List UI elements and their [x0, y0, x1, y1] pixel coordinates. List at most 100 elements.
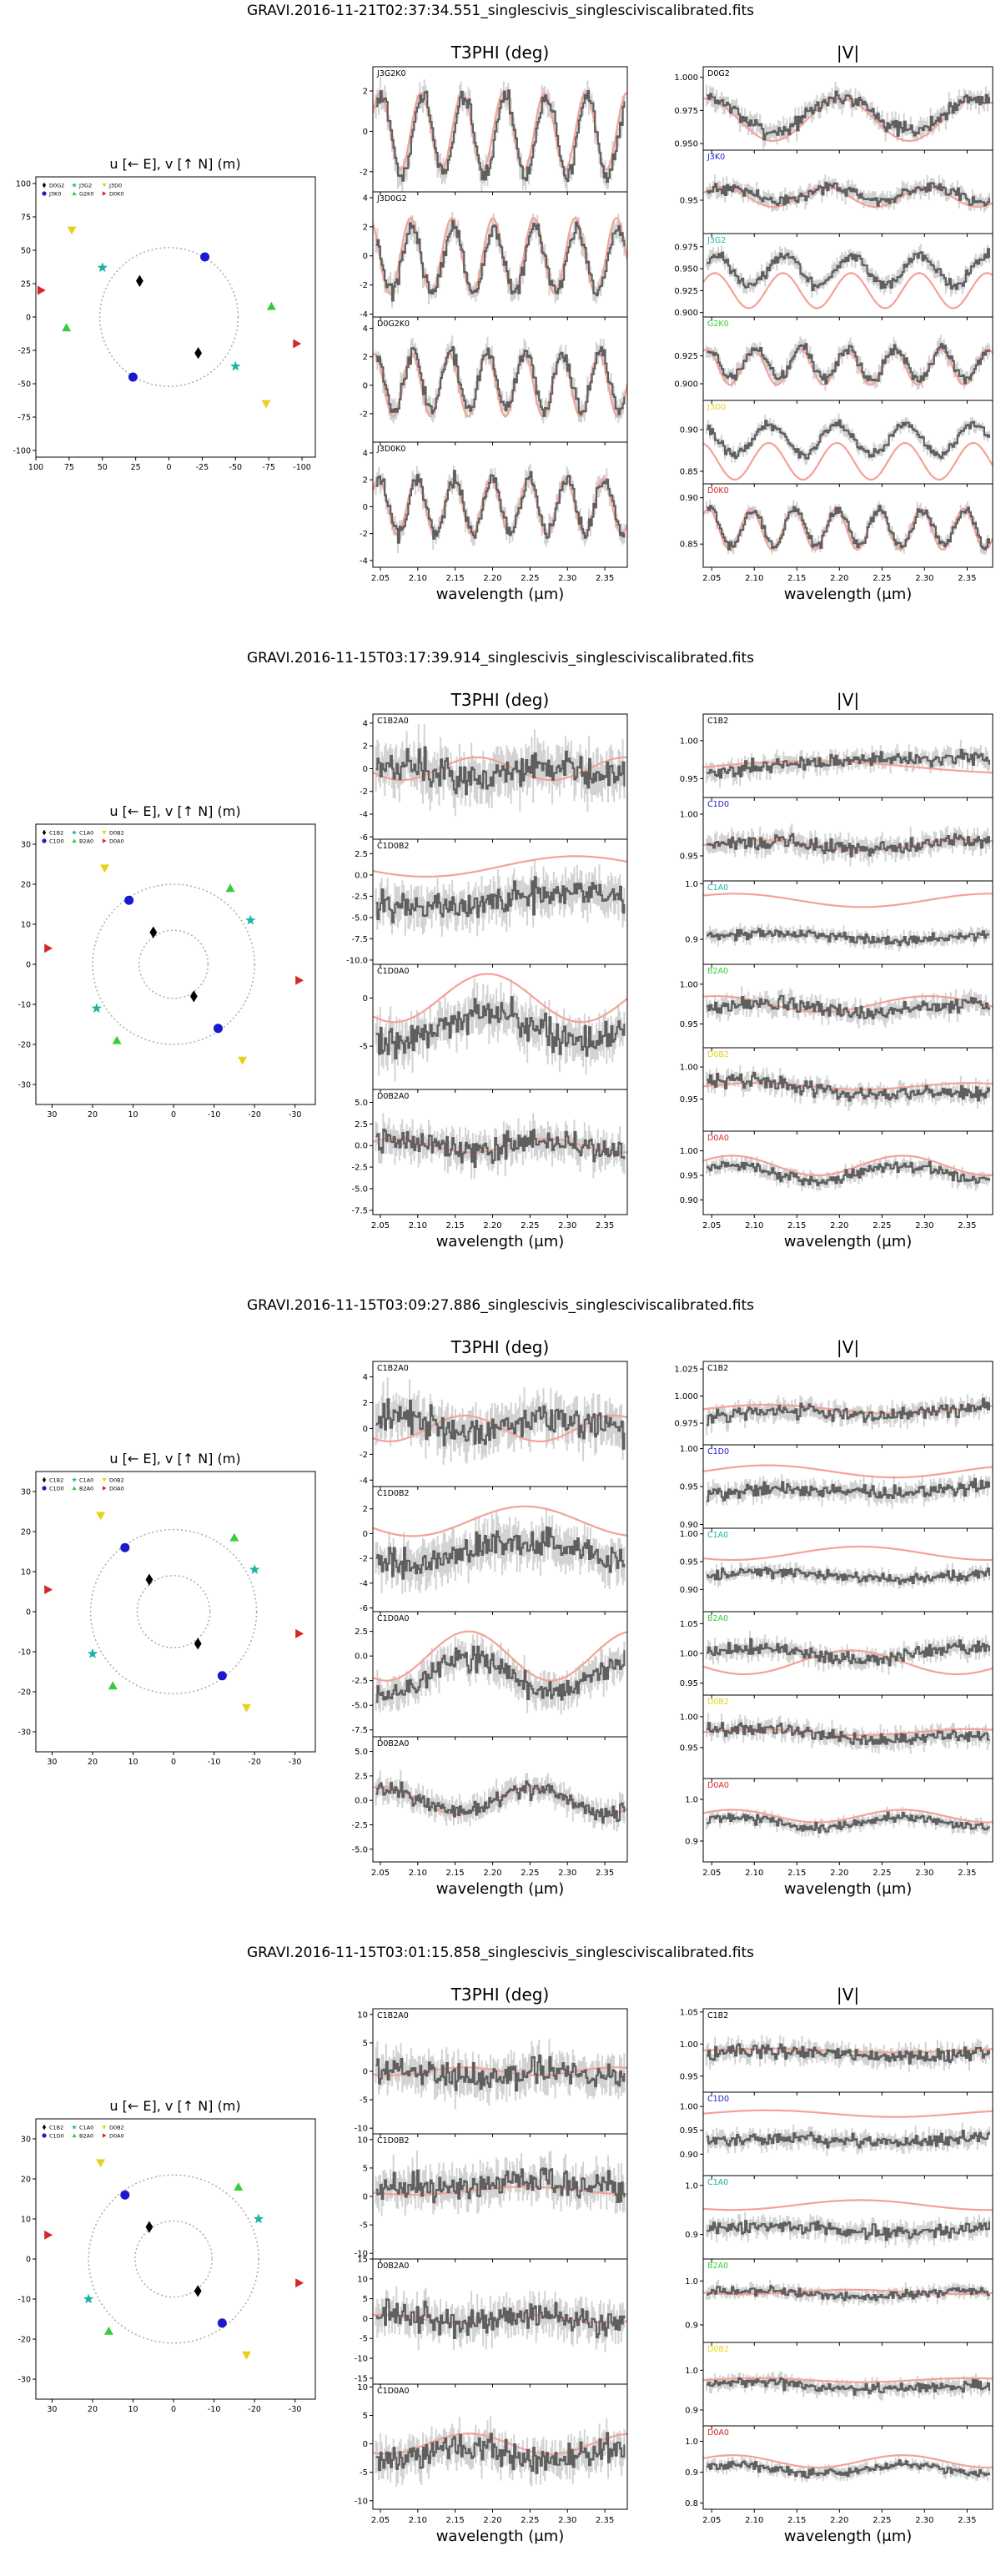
- y-tick-label: 1.0: [685, 2367, 698, 2376]
- y-tick-label: 1.00: [680, 1147, 698, 1156]
- x-tick-label: 2.15: [446, 2516, 465, 2525]
- x-tick-label: 2.10: [409, 2516, 427, 2525]
- x-tick-label: 2.35: [596, 574, 614, 583]
- legend-label: G2K0: [79, 191, 94, 198]
- legend-marker: [42, 191, 47, 196]
- baseline-label: B2A0: [707, 2262, 728, 2271]
- uv-y-tick-label: 30: [21, 841, 31, 850]
- y-tick-label: 0.9: [685, 2321, 698, 2330]
- uv-point: [217, 2318, 227, 2328]
- y-tick-label: -4: [360, 811, 368, 820]
- panel-plot-area: [703, 1064, 993, 1111]
- uv-point: [194, 1638, 202, 1650]
- baseline-label: G2K0: [707, 319, 729, 329]
- t3phi-panel: 15 10 5 0 -5 -10 -15 D0B2A0: [355, 2256, 628, 2387]
- baseline-label: C1D0B2: [377, 1489, 410, 1498]
- y-tick-label: -4: [360, 310, 368, 319]
- baseline-label: D0A0: [707, 1134, 729, 1143]
- legend-label: D0A0: [109, 1486, 124, 1492]
- y-tick-label: 1.025: [674, 1366, 698, 1375]
- y-tick-label: 2: [363, 1399, 368, 1408]
- vis-panel: 1.00 0.95 C1B2: [680, 713, 993, 801]
- legend-marker: [102, 1486, 107, 1491]
- baseline-label: D0B2A0: [377, 2262, 409, 2271]
- uv-y-tick-label: 50: [21, 247, 31, 256]
- x-tick-label: 2.10: [745, 2516, 763, 2525]
- y-tick-label: 0.90: [680, 1586, 698, 1595]
- baseline-label: C1D0A0: [377, 1614, 410, 1623]
- uv-y-tick-label: 20: [21, 881, 31, 890]
- vis-column-title: |V|: [837, 1985, 859, 2005]
- x-tick-label: 2.20: [830, 574, 848, 583]
- figure-title: GRAVI.2016-11-15T03:01:15.858_singlesciv…: [247, 1945, 754, 1961]
- panel-frame: [702, 1361, 993, 1446]
- baseline-label: C1A0: [707, 883, 728, 893]
- uv-plot: 100 75 50 25 0 -25 -50 -75 -100 100 75 50 25 0 -25 -50 -…: [13, 176, 316, 472]
- y-tick-label: 0.95: [680, 197, 698, 206]
- vis-panel: 1.00 0.95 C1D0: [680, 797, 993, 884]
- uv-point: [44, 2230, 53, 2240]
- x-tick-label: 2.35: [958, 2516, 976, 2525]
- panel-plot-area: [703, 1155, 993, 1192]
- uv-plot: 30 20 10 0 -10 -20 -30 30 20 10 0 -10 -20 -30 C1B2 C1D0…: [18, 1471, 316, 1767]
- panel-plot-area: [703, 823, 993, 867]
- uv-x-tick-label: 0: [171, 2405, 176, 2414]
- legend-marker: [102, 1477, 107, 1482]
- y-tick-label: -7.5: [351, 1206, 368, 1215]
- panel-frame: [372, 2383, 628, 2510]
- y-tick-label: -2: [360, 168, 368, 177]
- legend-marker: [102, 183, 107, 188]
- uv-x-tick-label: -10: [208, 1110, 221, 1119]
- panel-plot-area: [373, 78, 627, 192]
- uv-point: [103, 2326, 113, 2335]
- baseline-label: D0B2: [707, 1698, 729, 1707]
- panel-plot-area: [373, 973, 627, 1082]
- y-tick-label: 15: [357, 2256, 368, 2265]
- x-tick-label: 2.30: [558, 2516, 576, 2525]
- panel-plot-area: [703, 986, 993, 1029]
- uv-point: [293, 339, 302, 349]
- baseline-label: D0G2K0: [377, 319, 410, 329]
- error-bars: [706, 244, 990, 299]
- data-line: [707, 1811, 990, 1834]
- y-tick-label: 0.95: [680, 1171, 698, 1180]
- x-tick-label: 2.10: [409, 1869, 427, 1878]
- uv-point: [128, 372, 138, 382]
- panel-frame: [702, 2425, 993, 2510]
- y-tick-label: -2: [360, 530, 368, 539]
- legend-marker: [72, 191, 77, 196]
- t3phi-panel: 4 2 0 -2 D0G2K0: [360, 316, 628, 445]
- vis-panel: 0.90 0.85 J3D0: [680, 400, 993, 487]
- x-tick-label: 2.30: [558, 1869, 576, 1878]
- y-tick-label: 10: [357, 2275, 368, 2284]
- uv-point: [229, 1532, 239, 1542]
- x-tick-label: 2.35: [958, 1221, 976, 1230]
- baseline-label: B2A0: [707, 967, 728, 976]
- y-tick-label: 0.900: [674, 309, 698, 318]
- legend-label: D0B2: [109, 830, 124, 837]
- data-line: [375, 219, 626, 302]
- uv-y-tick-label: 0: [26, 314, 31, 323]
- uv-point: [249, 1564, 260, 1574]
- x-tick-label: 2.35: [596, 1221, 614, 1230]
- uv-y-tick-label: 20: [21, 1528, 31, 1537]
- t3phi-panel: 0 -5 C1D0A0: [360, 963, 628, 1093]
- panel-plot-area: [703, 739, 993, 787]
- uv-radius-circle: [92, 883, 255, 1045]
- uv-point: [261, 400, 271, 409]
- uv-y-tick-label: 20: [21, 2176, 31, 2185]
- panel-plot-area: [373, 464, 627, 553]
- y-tick-label: -10: [355, 2355, 368, 2364]
- x-tick-label: 2.30: [915, 2516, 933, 2525]
- uv-radius-circle: [88, 2174, 259, 2344]
- model-curve: [703, 1545, 993, 1562]
- t3phi-column-title: T3PHI (deg): [450, 690, 550, 710]
- y-tick-label: -10: [355, 2125, 368, 2134]
- t3phi-column-title: T3PHI (deg): [450, 1985, 550, 2005]
- legend-label: D0B2: [109, 2125, 124, 2131]
- y-tick-label: 1.0: [685, 2181, 698, 2191]
- legend-marker: [102, 2125, 107, 2130]
- panel-plot-area: [373, 1113, 627, 1180]
- legend-marker: [42, 1477, 47, 1483]
- x-tick-label: 2.30: [915, 1869, 933, 1878]
